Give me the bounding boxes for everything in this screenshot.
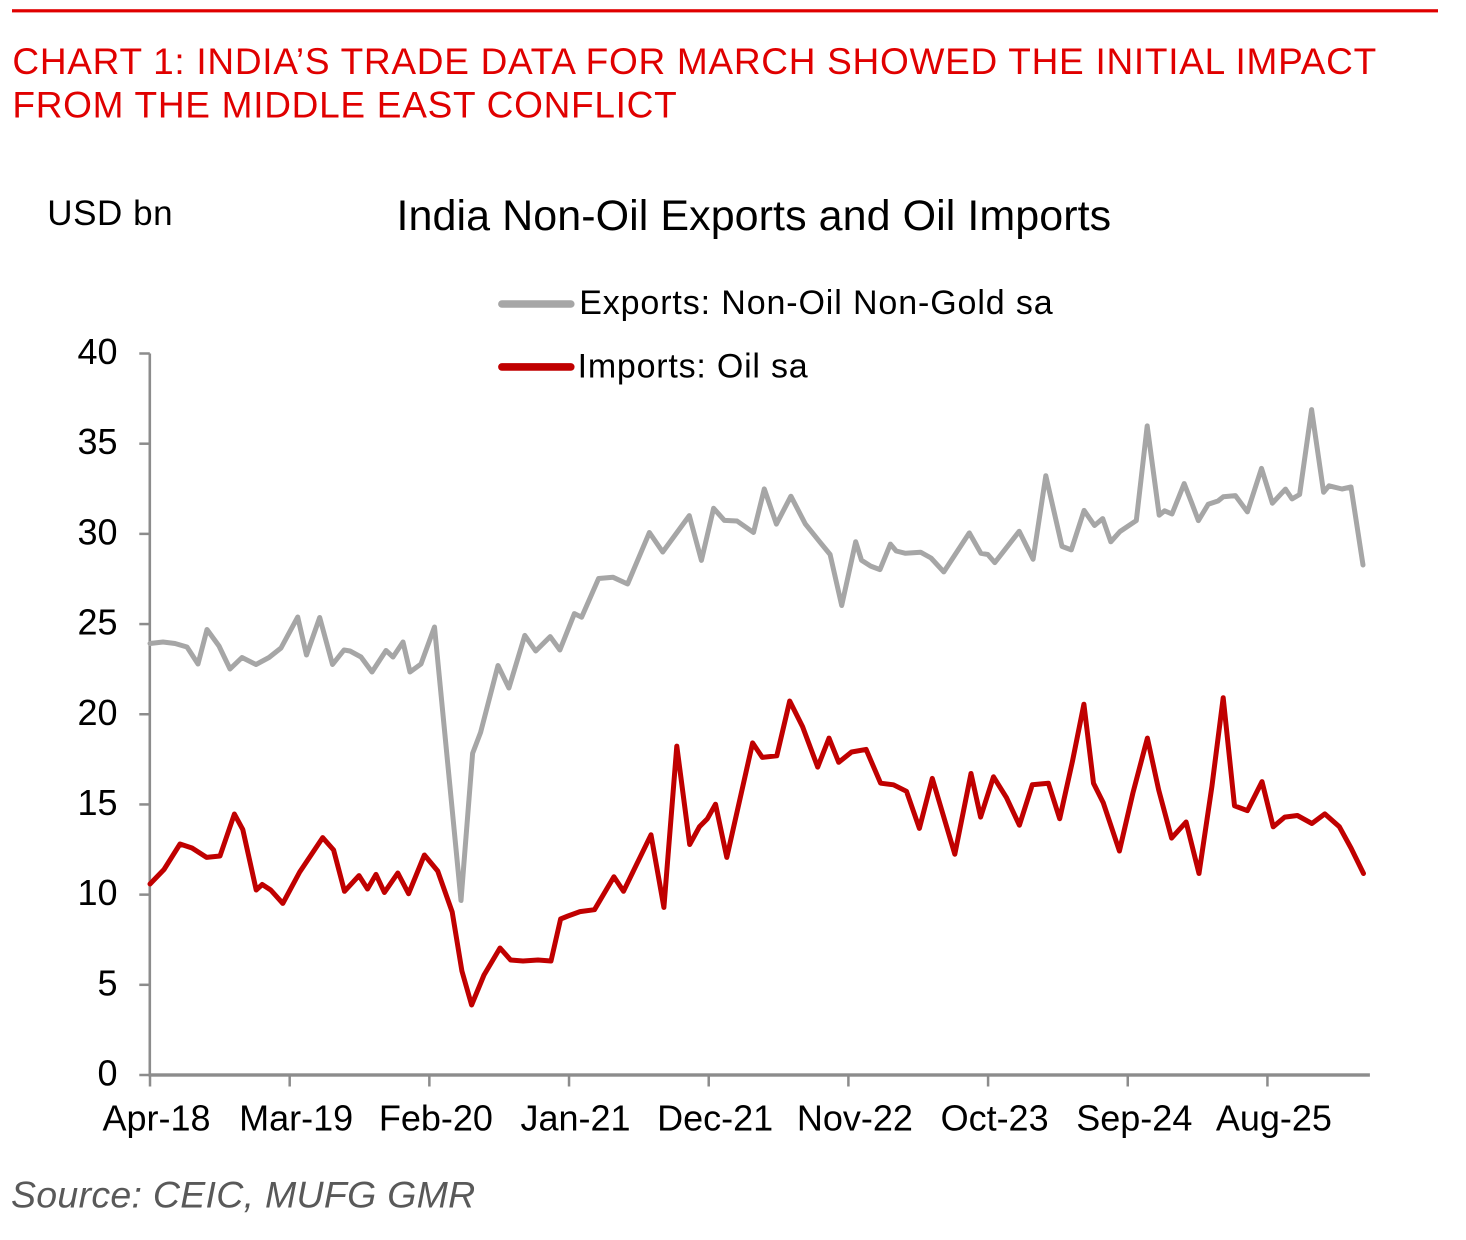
svg-text:Sep-24: Sep-24	[1076, 1098, 1192, 1139]
svg-text:40: 40	[77, 331, 117, 372]
svg-text:30: 30	[77, 511, 117, 552]
svg-text:20: 20	[77, 692, 117, 733]
svg-text:Feb-20: Feb-20	[379, 1098, 493, 1139]
svg-text:CHART 1: INDIA’S TRADE DATA FO: CHART 1: INDIA’S TRADE DATA FOR MARCH SH…	[12, 41, 1377, 82]
svg-text:Imports: Oil sa: Imports: Oil sa	[578, 347, 809, 385]
svg-text:Mar-19: Mar-19	[239, 1098, 353, 1139]
svg-text:35: 35	[77, 421, 117, 462]
svg-text:FROM THE MIDDLE EAST CONFLICT: FROM THE MIDDLE EAST CONFLICT	[12, 85, 677, 126]
svg-text:Jan-21: Jan-21	[520, 1098, 630, 1139]
svg-text:Nov-22: Nov-22	[797, 1098, 913, 1139]
svg-text:15: 15	[77, 782, 117, 823]
svg-text:Apr-18: Apr-18	[102, 1098, 210, 1139]
svg-text:Oct-23: Oct-23	[941, 1098, 1049, 1139]
svg-text:Source: CEIC, MUFG GMR: Source: CEIC, MUFG GMR	[11, 1173, 476, 1215]
svg-text:Exports: Non-Oil Non-Gold sa: Exports: Non-Oil Non-Gold sa	[579, 284, 1053, 322]
svg-text:Aug-25: Aug-25	[1216, 1098, 1332, 1139]
svg-text:0: 0	[97, 1053, 117, 1094]
svg-text:10: 10	[77, 872, 117, 913]
svg-text:25: 25	[77, 602, 117, 643]
svg-text:USD bn: USD bn	[47, 194, 173, 233]
svg-text:Dec-21: Dec-21	[657, 1098, 773, 1139]
svg-text:5: 5	[97, 962, 117, 1003]
svg-text:India Non-Oil Exports and Oil: India Non-Oil Exports and Oil Imports	[397, 192, 1112, 240]
